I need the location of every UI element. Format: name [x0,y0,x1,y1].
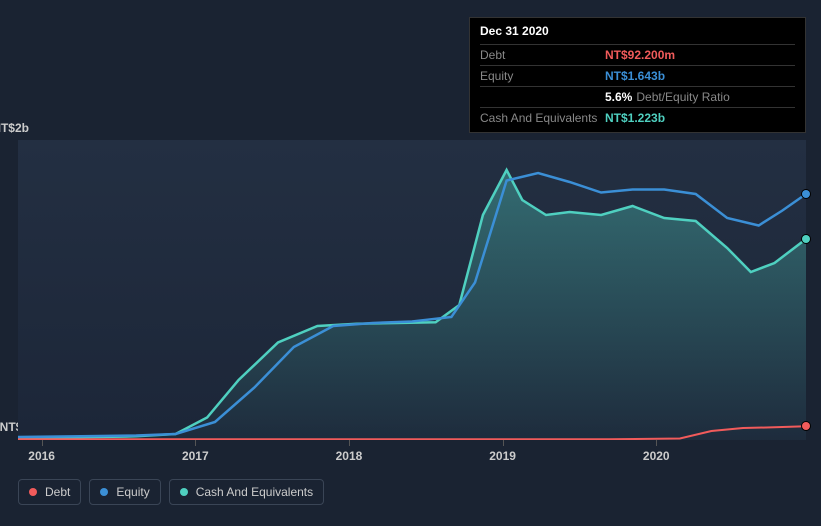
series-debt-end-dot [802,422,810,430]
legend-item-cash[interactable]: Cash And Equivalents [169,479,324,505]
chart-container: Dec 31 2020 DebtNT$92.200mEquityNT$1.643… [0,0,821,526]
legend-item-equity[interactable]: Equity [89,479,160,505]
tooltip-row-value: NT$1.223b [605,111,665,125]
legend-label: Equity [116,485,149,499]
x-tick [656,440,657,446]
tooltip-row: 5.6%Debt/Equity Ratio [480,86,795,107]
legend-item-debt[interactable]: Debt [18,479,81,505]
x-tick [349,440,350,446]
x-tick-label: 2019 [489,449,516,463]
tooltip-row-label [480,90,605,104]
x-tick [42,440,43,446]
chart-legend: Debt Equity Cash And Equivalents [18,479,324,505]
series-equity-end-dot [802,190,810,198]
chart-svg [18,140,806,440]
legend-label: Debt [45,485,70,499]
legend-dot [29,488,37,496]
x-tick [503,440,504,446]
tooltip-date: Dec 31 2020 [480,24,795,38]
tooltip-row-label: Debt [480,48,605,62]
tooltip-row: DebtNT$92.200m [480,44,795,65]
tooltip-row-suffix: Debt/Equity Ratio [636,90,729,104]
legend-label: Cash And Equivalents [196,485,313,499]
tooltip-row-value: NT$92.200m [605,48,675,62]
tooltip-row-label: Equity [480,69,605,83]
x-tick [195,440,196,446]
x-tick-label: 2017 [182,449,209,463]
chart-tooltip: Dec 31 2020 DebtNT$92.200mEquityNT$1.643… [469,17,806,133]
chart-plot-area [18,140,806,440]
series-cash-area [18,170,806,440]
tooltip-row: Cash And EquivalentsNT$1.223b [480,107,795,128]
tooltip-row: EquityNT$1.643b [480,65,795,86]
x-tick-label: 2020 [643,449,670,463]
tooltip-row-label: Cash And Equivalents [480,111,605,125]
tooltip-row-value: NT$1.643b [605,69,665,83]
x-tick-label: 2018 [336,449,363,463]
y-axis-label-top: NT$2b [0,121,29,135]
legend-dot [100,488,108,496]
series-cash-end-dot [802,235,810,243]
x-tick-label: 2016 [28,449,55,463]
legend-dot [180,488,188,496]
tooltip-row-value: 5.6%Debt/Equity Ratio [605,90,730,104]
